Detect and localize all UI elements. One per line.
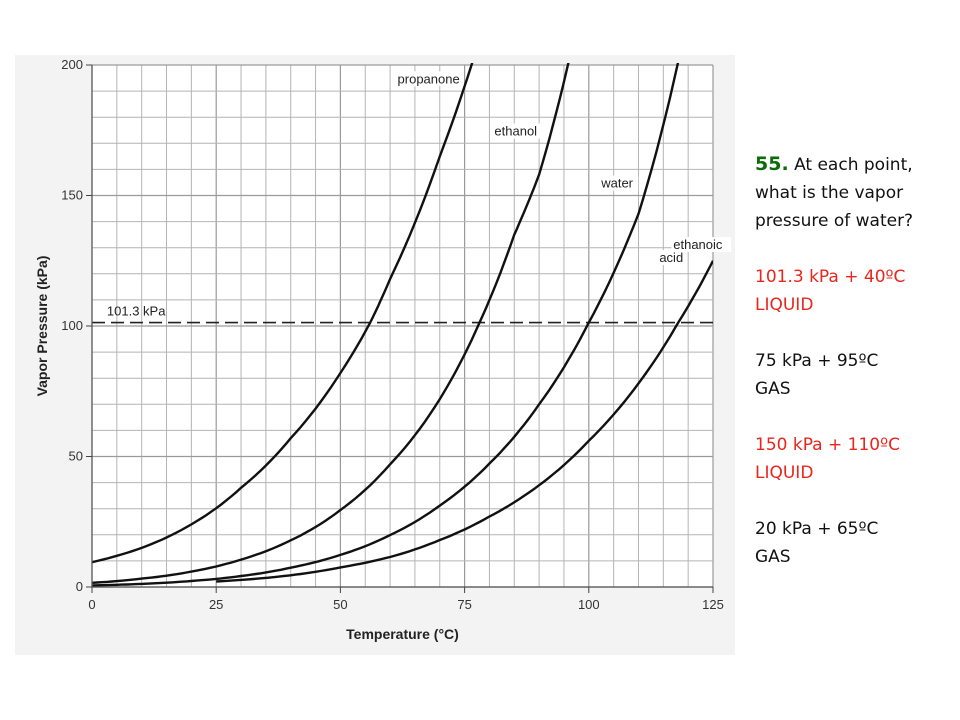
y-tick-label: 50 (69, 449, 83, 464)
series-label-bg (671, 237, 732, 253)
x-tick-label: 50 (333, 597, 347, 612)
question-panel: 55. At each point, what is the vapor pre… (755, 150, 955, 571)
question-text-3: pressure of water? (755, 211, 914, 231)
series-label-ethanoic-acid: acid (659, 250, 683, 265)
reference-line-label: 101.3 kPa (107, 304, 166, 319)
answer-4: 20 kPa + 65ºC GAS (755, 515, 955, 571)
answer-2-phase: GAS (755, 379, 791, 399)
series-label-bg (599, 175, 639, 191)
axes: 0 25 50 75 100 125 0 50 100 150 200 Temperature (°C… (34, 57, 724, 642)
answer-2-condition: 75 kPa + 95ºC (755, 351, 879, 371)
vapor-pressure-chart: 101.3 kPa propanone ethanol water ethanoica… (34, 57, 732, 642)
y-tick-label: 150 (61, 188, 83, 203)
series-line-water (92, 63, 680, 587)
question-number: 55. (755, 153, 789, 175)
answer-1-condition: 101.3 kPa + 40ºC (755, 267, 906, 287)
x-tick-label: 25 (209, 597, 223, 612)
answer-4-phase: GAS (755, 547, 791, 567)
answer-4-condition: 20 kPa + 65ºC (755, 519, 879, 539)
y-tick-label: 0 (76, 579, 83, 594)
series-label-bg (653, 250, 686, 266)
x-tick-label: 75 (457, 597, 471, 612)
y-tick-label: 100 (61, 318, 83, 333)
series-label-propanone: propanone (398, 71, 460, 86)
answer-3-phase: LIQUID (755, 463, 814, 483)
answer-3: 150 kPa + 110ºC LIQUID (755, 431, 955, 487)
question-text-1: At each point, (794, 155, 913, 175)
chart-panel: 101.3 kPa propanone ethanol water ethanoic a… (15, 55, 735, 655)
series-label-ethanol: ethanol (494, 123, 537, 138)
answer-2: 75 kPa + 95ºC GAS (755, 347, 955, 403)
x-tick-label: 125 (702, 597, 724, 612)
question-line-1: 55. At each point, (755, 150, 955, 179)
answer-1-phase: LIQUID (755, 295, 814, 315)
x-axis-title: Temperature (°C) (346, 626, 459, 642)
series-label-ethanoic-acid: ethanoic (673, 237, 723, 252)
series-line-propanone (92, 63, 474, 564)
series-label-bg (492, 123, 546, 139)
x-tick-label: 0 (88, 597, 95, 612)
answer-3-condition: 150 kPa + 110ºC (755, 435, 900, 455)
series-label-water: water (600, 176, 633, 191)
answer-1: 101.3 kPa + 40ºC LIQUID (755, 263, 955, 319)
series-line-ethanol (92, 63, 570, 584)
question-text-2: what is the vapor (755, 183, 904, 203)
grid (91, 64, 714, 588)
y-axis-title: Vapor Pressure (kPa) (34, 256, 50, 397)
series-label-bg (395, 71, 463, 87)
reference-line-group: 101.3 kPa (92, 304, 713, 324)
series-line-ethanoic-acid (216, 260, 713, 583)
y-tick-label: 200 (61, 57, 83, 72)
curves (92, 63, 713, 587)
x-tick-label: 100 (578, 597, 600, 612)
